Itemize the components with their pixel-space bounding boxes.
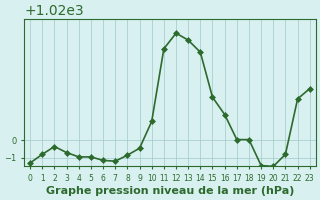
- X-axis label: Graphe pression niveau de la mer (hPa): Graphe pression niveau de la mer (hPa): [46, 186, 294, 196]
